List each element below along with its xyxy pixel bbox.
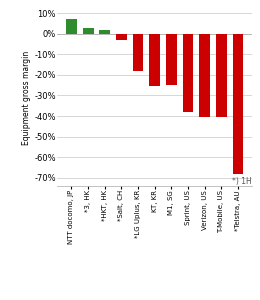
Bar bbox=[216, 34, 227, 117]
Bar bbox=[116, 34, 127, 40]
Y-axis label: Equipment gross margin: Equipment gross margin bbox=[22, 50, 31, 145]
Bar bbox=[166, 34, 177, 85]
Bar bbox=[133, 34, 144, 71]
Bar bbox=[99, 30, 110, 34]
Bar bbox=[232, 34, 243, 174]
Bar bbox=[199, 34, 210, 117]
Bar bbox=[83, 28, 94, 34]
Bar bbox=[183, 34, 193, 112]
Bar bbox=[66, 19, 77, 34]
Text: *) 1H: *) 1H bbox=[232, 177, 252, 186]
Bar bbox=[149, 34, 160, 86]
